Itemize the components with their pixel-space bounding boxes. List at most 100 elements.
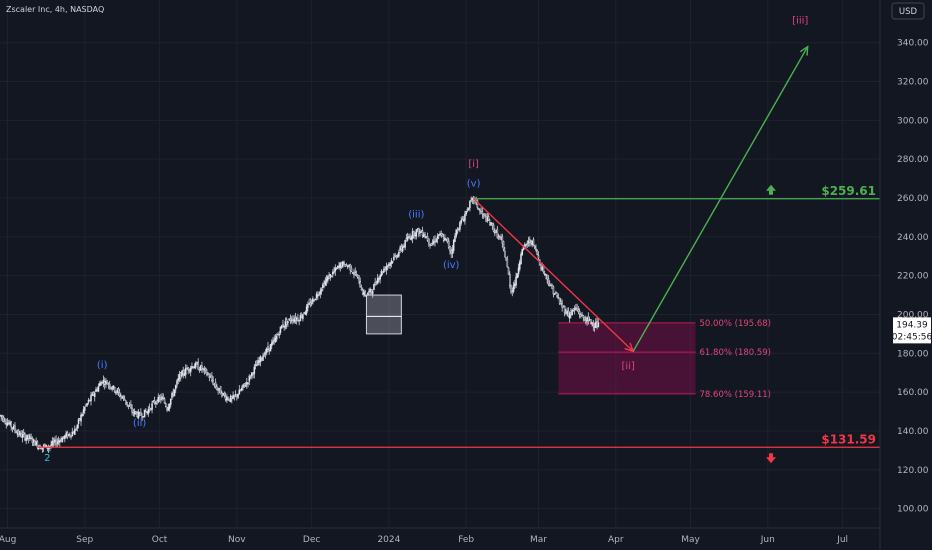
x-tick-label: Dec [303, 535, 320, 545]
y-tick-label: 280.00 [897, 155, 929, 165]
candle-body [432, 240, 435, 244]
candle-body [80, 414, 82, 422]
candle-body [36, 441, 39, 448]
candle-body [166, 407, 168, 410]
candle-body [504, 250, 506, 258]
candle-body [308, 303, 310, 305]
candle-body [374, 282, 376, 285]
candle-body [92, 392, 95, 396]
candle-body [405, 238, 408, 242]
candle-body [533, 245, 536, 249]
candle-body [118, 392, 121, 397]
candle-body [482, 213, 485, 216]
candle-body [262, 355, 264, 361]
candle-body [454, 235, 456, 243]
candle-body [201, 365, 203, 370]
x-tick-label: May [681, 535, 700, 545]
candle-body [236, 394, 238, 397]
candle-body [414, 234, 416, 236]
candle-body [22, 432, 25, 435]
candle-body [359, 280, 362, 288]
candle-body [245, 382, 248, 385]
up-path-arrowhead [799, 45, 809, 56]
candle-body [151, 403, 153, 410]
candle-body [356, 277, 359, 279]
candle-body [76, 424, 79, 429]
candle-body [552, 286, 555, 295]
candle-body [216, 386, 218, 390]
candle-body [455, 229, 458, 237]
candle-body [96, 389, 99, 391]
candle-body [325, 278, 328, 282]
candle-body [163, 398, 166, 404]
candle-body [396, 255, 399, 258]
candle-body [318, 293, 320, 296]
candle-body [577, 309, 580, 313]
candle-body [197, 361, 199, 370]
candle-body [389, 262, 391, 266]
candle-body [95, 389, 97, 393]
candle-body [255, 364, 258, 367]
candle-body [446, 237, 449, 243]
candle-body [169, 398, 172, 405]
candle-body [125, 400, 127, 404]
levels: $259.61 $131.59 [37, 184, 880, 464]
y-tick-label: 160.00 [897, 388, 929, 398]
candle-body [332, 271, 334, 275]
candle-body [562, 306, 565, 308]
candle-body [208, 375, 211, 379]
candle-body [188, 369, 191, 371]
candle-body [54, 439, 56, 443]
candle-body [168, 403, 171, 410]
candle-body [229, 396, 232, 402]
candle-body [243, 383, 246, 386]
candle-body [427, 238, 430, 244]
candle-body [65, 433, 67, 437]
candle-body [568, 312, 571, 319]
candle-body [269, 344, 272, 352]
candle-body [250, 372, 253, 377]
candle-body [452, 239, 455, 251]
candle-body [143, 409, 146, 418]
candle-body [196, 362, 198, 365]
candle-body [131, 408, 133, 413]
candle-body [0, 414, 3, 417]
candle-body [85, 404, 87, 407]
candle-body [248, 375, 251, 382]
candle-body [52, 441, 55, 443]
candle-body [366, 293, 369, 295]
candle-body [324, 280, 327, 286]
candle-body [302, 314, 304, 320]
candle-body [401, 246, 404, 252]
candle-body [595, 321, 597, 328]
currency-button[interactable] [891, 2, 925, 20]
candle-body [135, 411, 137, 414]
candle-body [86, 403, 89, 406]
candle-body [345, 264, 348, 267]
candle-body [391, 261, 394, 263]
candle-body [183, 372, 186, 376]
candle-body [329, 273, 332, 278]
candle-body [77, 419, 80, 424]
wave-label: 2 [44, 453, 50, 464]
candle-body [214, 382, 217, 388]
candle-body [330, 275, 333, 278]
candle-body [349, 263, 352, 271]
candle-body [101, 381, 104, 384]
candle-body [64, 435, 66, 439]
candle-body [217, 389, 219, 392]
x-tick-label: Jun [760, 535, 775, 545]
candle-body [260, 357, 263, 360]
candle-body [381, 271, 384, 274]
candle-body [546, 274, 548, 280]
candle-body [383, 268, 385, 273]
x-tick-label: Aug [0, 535, 16, 545]
candle-body [257, 360, 259, 366]
candle-body [116, 389, 118, 393]
candle-body [376, 277, 379, 284]
candle-body [284, 321, 287, 328]
candle-body [267, 346, 269, 350]
candle-body [558, 297, 561, 304]
candle-body [81, 414, 84, 417]
candle-body [371, 291, 374, 295]
